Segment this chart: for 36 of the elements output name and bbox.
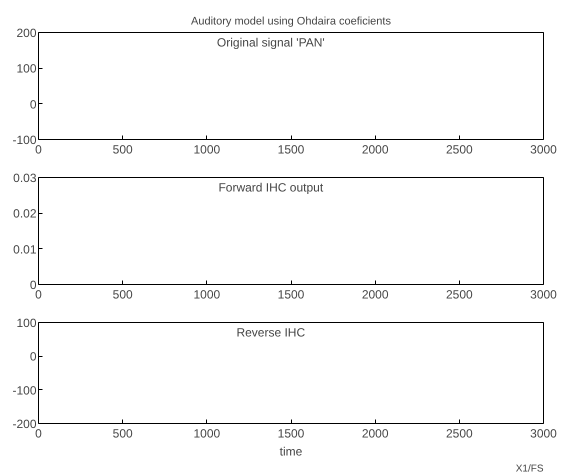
y-tick-label: -100 [12, 383, 37, 398]
y-tick-label: 100 [16, 316, 37, 330]
x-tick-label: 3000 [530, 288, 558, 302]
y-tick-label: -200 [12, 417, 37, 431]
text: X1/FS [516, 464, 544, 474]
x-tick-label: 2500 [446, 288, 474, 302]
y-tick-label: -100 [12, 133, 37, 147]
x-tick-label: 1000 [193, 426, 221, 440]
x-tick-label: 2500 [446, 142, 474, 156]
x-tick-label: 3000 [530, 142, 558, 156]
y-tick-label: 0 [30, 278, 37, 292]
x-axis-title: time [280, 444, 303, 458]
y-tick-label: 0.01 [13, 242, 37, 256]
x-tick-label: 500 [112, 142, 134, 156]
y-tick-label: 0.03 [13, 171, 37, 185]
y-tick-label: 100 [16, 62, 37, 76]
chart-title: Auditory model using Ohdaira coeficients [191, 16, 392, 28]
y-tick-label: 0 [30, 350, 37, 364]
x-tick-label: 500 [112, 426, 134, 440]
x-tick-label: 1000 [193, 142, 221, 156]
y-tick-label: 0 [30, 97, 37, 112]
annotation: Reverse IHC [236, 326, 306, 340]
x-tick-label: 2000 [362, 426, 389, 440]
x-tick-label: 2000 [362, 288, 389, 302]
x-tick-label: 2500 [446, 426, 474, 440]
x-tick-label: 1000 [193, 288, 221, 302]
annotation: Forward IHC output [218, 180, 324, 195]
x-tick-label: 500 [112, 288, 134, 302]
x-tick-label: 1500 [278, 288, 305, 302]
y-tick-label: 0.02 [13, 206, 37, 221]
x-tick-label: 1500 [278, 142, 305, 156]
x-tick-label: 1500 [278, 426, 305, 440]
x-tick-label: 2000 [362, 142, 389, 156]
annotation: Original signal 'PAN' [216, 36, 325, 50]
x-tick-label: 3000 [530, 426, 558, 440]
y-tick-label: 200 [16, 26, 37, 40]
